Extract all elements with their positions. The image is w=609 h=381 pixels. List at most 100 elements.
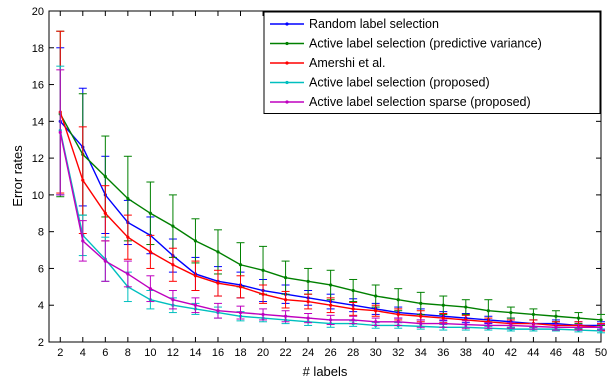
x-tick-label: 28	[347, 347, 359, 359]
data-point	[238, 285, 243, 289]
data-point	[419, 322, 423, 326]
x-tick-label: 26	[325, 347, 337, 359]
x-axis-label: # labels	[303, 364, 348, 379]
data-point	[148, 250, 152, 254]
data-point	[486, 309, 490, 313]
data-point	[261, 268, 265, 272]
x-tick-label: 14	[189, 347, 201, 359]
x-tick-label: 24	[302, 347, 314, 359]
data-point	[171, 263, 175, 267]
data-point	[193, 303, 198, 307]
legend-entry: Active label selection sparse (proposed)	[309, 95, 531, 109]
data-point	[171, 298, 175, 302]
data-point	[419, 301, 423, 305]
x-tick-label: 16	[212, 347, 224, 359]
x-tick-label: 36	[437, 347, 449, 359]
x-tick-label: 12	[167, 347, 179, 359]
data-point	[148, 211, 152, 215]
legend-marker	[285, 22, 289, 26]
data-point	[306, 316, 310, 320]
data-point	[329, 318, 333, 322]
x-tick-label: 44	[527, 347, 539, 359]
data-point	[261, 312, 265, 317]
legend-marker	[285, 100, 289, 104]
y-tick-label: 14	[32, 116, 44, 128]
legend-entry: Active label selection (proposed)	[309, 76, 490, 90]
data-point	[441, 316, 445, 320]
data-point	[126, 235, 130, 239]
y-tick-label: 8	[38, 227, 44, 239]
data-point	[329, 283, 333, 287]
data-point	[441, 303, 445, 307]
data-point	[599, 325, 603, 329]
y-tick-label: 18	[32, 43, 44, 55]
x-tick-label: 8	[125, 347, 131, 359]
x-tick-label: 48	[572, 347, 584, 359]
data-point	[238, 310, 243, 315]
data-point	[216, 281, 220, 285]
data-point	[216, 309, 220, 313]
x-tick-label: 18	[234, 347, 246, 359]
y-tick-label: 10	[32, 190, 44, 202]
data-point	[351, 318, 355, 322]
y-axis-label: Error rates	[10, 145, 25, 207]
data-point	[374, 320, 378, 324]
data-point	[329, 303, 333, 307]
data-point	[103, 211, 107, 215]
x-tick-label: 50	[595, 347, 607, 359]
legend: Random label selection Active label selec…	[263, 11, 601, 114]
data-point	[374, 294, 378, 298]
x-tick-label: 32	[392, 347, 404, 359]
data-point	[509, 323, 513, 328]
legend-entry: Active label selection (predictive varia…	[309, 37, 542, 51]
data-point	[81, 178, 85, 182]
x-tick-label: 30	[370, 347, 382, 359]
data-point	[148, 287, 152, 291]
x-tick-label: 2	[57, 347, 63, 359]
x-tick-label: 4	[80, 347, 86, 359]
y-tick-label: 20	[32, 6, 44, 18]
x-tick-label: 20	[257, 347, 269, 359]
data-point	[396, 320, 400, 324]
data-point	[193, 239, 198, 243]
x-tick-label: 22	[279, 347, 291, 359]
x-tick-label: 6	[102, 347, 108, 359]
data-point	[464, 322, 468, 327]
data-point	[419, 314, 423, 318]
legend-entry: Random label selection	[309, 17, 439, 31]
data-point	[58, 130, 62, 134]
data-point	[126, 272, 130, 276]
data-point	[396, 298, 400, 302]
y-tick-label: 6	[38, 263, 44, 275]
data-point	[126, 196, 130, 201]
legend-marker	[285, 61, 289, 65]
data-point	[283, 276, 288, 280]
data-point	[396, 312, 400, 317]
data-point	[374, 309, 378, 313]
data-point	[103, 259, 107, 263]
data-point	[554, 325, 558, 329]
legend-marker	[285, 41, 289, 46]
data-point	[576, 316, 581, 320]
x-tick-label: 40	[482, 347, 494, 359]
data-point	[351, 307, 355, 311]
x-tick-label: 46	[550, 347, 562, 359]
data-point	[576, 325, 581, 329]
data-point	[216, 250, 220, 254]
data-point	[171, 224, 175, 228]
x-tick-label: 34	[415, 347, 427, 359]
data-point	[599, 318, 603, 322]
data-point	[81, 239, 85, 243]
data-point	[261, 292, 265, 296]
y-tick-label: 12	[32, 153, 44, 165]
ticks-layer: 2 4 6 8 10 12 14 16 18 20 22 24 26 28 30 32 34 36 38 40 42 44…	[32, 6, 607, 359]
y-tick-label: 2	[38, 337, 44, 349]
x-tick-label: 42	[505, 347, 517, 359]
data-point	[441, 322, 445, 326]
data-point	[486, 323, 490, 328]
legend-entry: Amershi et al.	[309, 56, 385, 70]
legend-marker	[285, 80, 289, 85]
data-point	[554, 314, 558, 318]
data-point	[306, 279, 310, 283]
